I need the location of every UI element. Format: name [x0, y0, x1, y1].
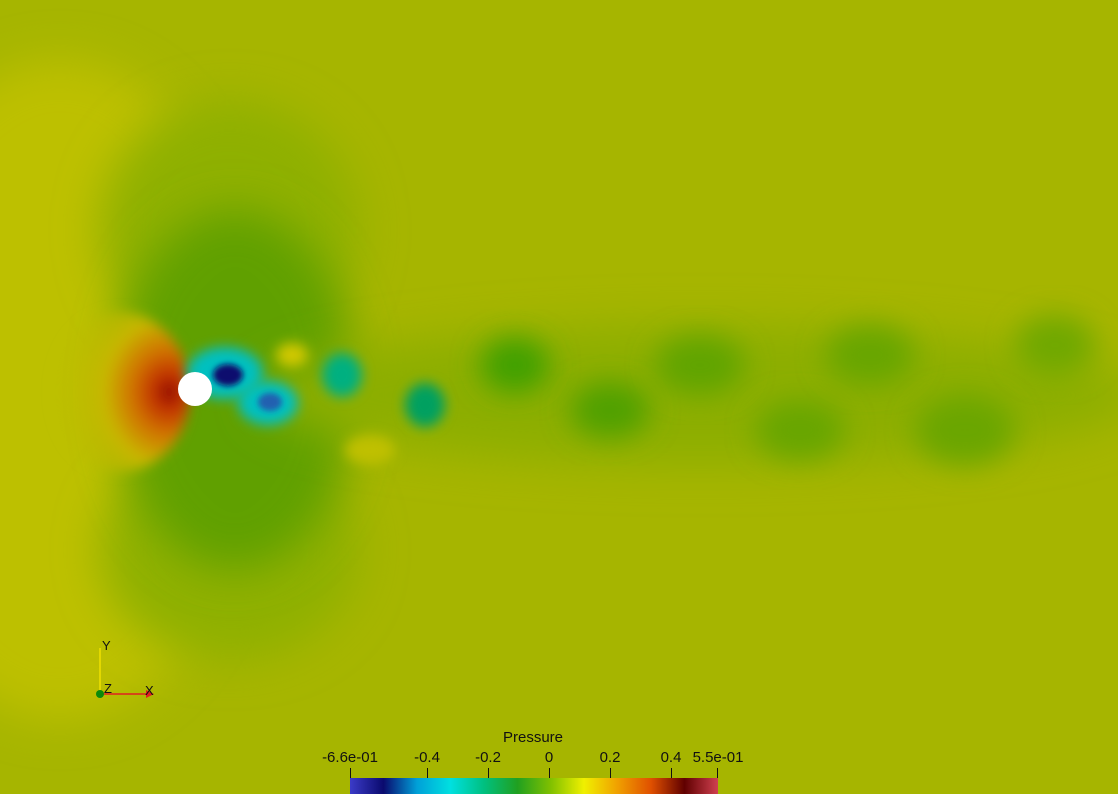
stagnation-region — [50, 312, 190, 472]
shed-vortex-3 — [480, 337, 550, 393]
wake-high-2 — [345, 435, 395, 465]
colorbar-tick-label: 0.2 — [599, 749, 621, 766]
colorbar-tick-label: 0.4 — [660, 749, 682, 766]
shed-vortex-5 — [655, 335, 745, 395]
colorbar-title: Pressure — [502, 729, 564, 746]
colorbar-tick-mark — [427, 768, 428, 778]
colorbar-tick-mark — [350, 768, 351, 778]
shed-vortex-8 — [915, 395, 1015, 465]
axis-z-label: Z — [104, 681, 112, 696]
colorbar-tick-label: 0 — [544, 749, 554, 766]
orientation-axes — [96, 648, 154, 698]
shed-vortex-4 — [570, 382, 650, 438]
shed-vortex-1 — [322, 353, 362, 397]
vortex-core-lower-dark — [258, 393, 282, 411]
colorbar-tick-mark — [671, 768, 672, 778]
colorbar-tick-mark — [549, 768, 550, 778]
colorbar-tick-mark — [488, 768, 489, 778]
colorbar-gradient — [350, 778, 718, 794]
colorbar-min-label: -6.6e-01 — [322, 749, 378, 766]
z-axis-dot — [96, 690, 104, 698]
colorbar-max-label: 5.5e-01 — [692, 749, 744, 766]
vortex-core-upper-dark — [213, 364, 243, 386]
shed-vortex-6 — [755, 400, 845, 460]
wake-high-1 — [276, 343, 308, 367]
shed-vortex-2 — [405, 383, 445, 427]
colorbar-tick-mark — [610, 768, 611, 778]
axis-x-label: X — [145, 683, 154, 698]
shed-vortex-9 — [1015, 315, 1095, 375]
colorbar-tick-mark — [717, 768, 718, 778]
colorbar-tick-label: -0.2 — [475, 749, 501, 766]
cylinder — [178, 372, 212, 406]
shed-vortex-7 — [825, 325, 915, 385]
colorbar-tick-label: -0.4 — [414, 749, 440, 766]
axis-y-label: Y — [102, 638, 111, 653]
x-axis-arrowhead — [146, 690, 154, 698]
